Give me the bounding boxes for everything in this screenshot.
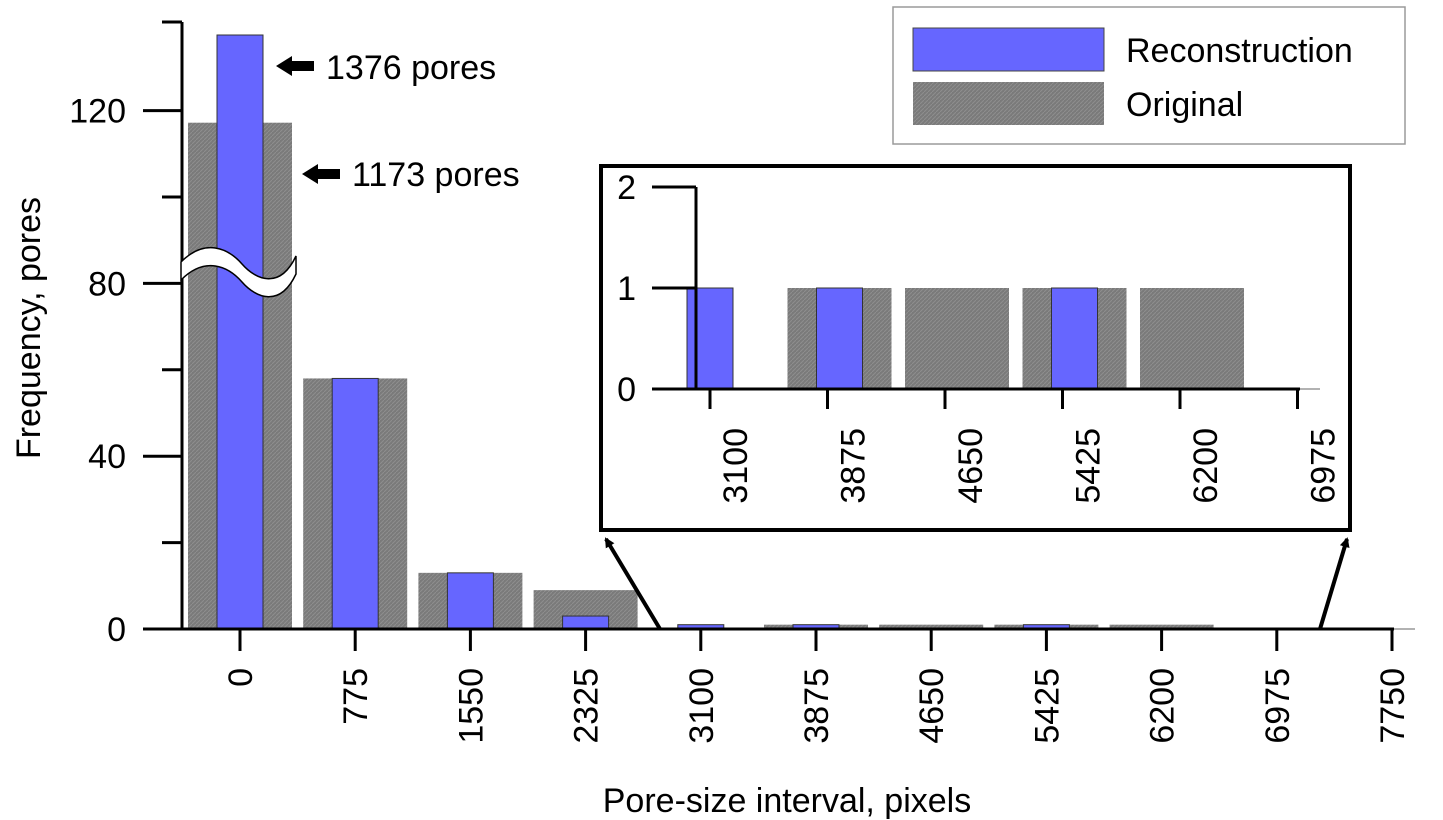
legend-swatch-reconstruction [912, 27, 1105, 72]
axis-break-wave [180, 246, 297, 298]
x-tick-label-1550: 1550 [452, 668, 490, 744]
inset-axes [652, 185, 1320, 409]
y-tick-label-40: 40 [88, 438, 126, 476]
y-tick-label-120: 120 [69, 93, 126, 131]
inset-chart: 0 1 2 3100 3875 4650 5425 6200 6975 [599, 164, 1352, 532]
bar-original-4650 [879, 624, 984, 629]
x-tick-label-5425: 5425 [1028, 668, 1066, 744]
inset-x-tick-label-6975: 6975 [1305, 428, 1343, 504]
x-tick-label-4650: 4650 [913, 668, 951, 744]
inset-bar-reconstruction-3100 [686, 287, 734, 390]
main-axes [143, 20, 1415, 651]
bar-reconstruction-0 [216, 34, 264, 630]
x-tick-label-3100: 3100 [683, 668, 721, 744]
x-axis-title: Pore-size interval, pixels [603, 782, 971, 820]
annotation-reconstruction: 1376 pores [276, 49, 496, 87]
inset-bar-original-4650 [905, 288, 1009, 389]
bar-reconstruction-775 [331, 377, 379, 630]
inset-bar-reconstruction-5425 [1051, 287, 1098, 390]
inset-bar-reconstruction-3875 [816, 287, 863, 390]
bar-reconstruction-2325 [562, 615, 610, 630]
inset-y-tick-label-2: 2 [617, 169, 636, 207]
inset-x-tick-label-3100: 3100 [717, 428, 755, 504]
x-tick-label-3875: 3875 [798, 668, 836, 744]
y-tick-label-80: 80 [88, 265, 126, 303]
annotation-original: 1173 pores [302, 156, 520, 194]
y-tick-label-0: 0 [107, 611, 126, 649]
inset-x-tick-label-3875: 3875 [835, 428, 873, 504]
inset-bars [686, 287, 1244, 390]
inset-x-tick-label-4650: 4650 [952, 428, 990, 504]
x-tick-label-6200: 6200 [1144, 668, 1182, 744]
y-axis-title: Frequency, pores [10, 197, 48, 459]
inset-x-tick-label-6200: 6200 [1187, 428, 1225, 504]
inset-bar-original-6200 [1140, 288, 1244, 389]
annotation-arrow-icon [276, 56, 314, 76]
inset-tick-labels: 0 1 2 3100 3875 4650 5425 6200 6975 [617, 169, 1342, 504]
inset-x-tick-label-5425: 5425 [1070, 428, 1108, 504]
x-tick-label-6975: 6975 [1259, 668, 1297, 744]
inset-y-tick-label-0: 0 [617, 371, 636, 409]
x-tick-label-775: 775 [337, 668, 375, 725]
inset-y-tick-label-1: 1 [617, 270, 636, 308]
annotation-arrow-icon [302, 164, 340, 184]
axis-break-mark [180, 246, 297, 298]
legend: Reconstruction Original [892, 6, 1406, 145]
zoom-arrow-right [1318, 537, 1350, 630]
x-tick-label-0: 0 [222, 668, 260, 687]
main-bars [188, 34, 1214, 630]
legend-label-original: Original [1126, 86, 1243, 124]
zoom-arrow-left [604, 537, 662, 631]
annotation-1173-label: 1173 pores [352, 156, 520, 194]
x-tick-label-2325: 2325 [568, 668, 606, 744]
bar-original-6200 [1109, 624, 1214, 629]
annotation-1376-label: 1376 pores [326, 49, 496, 87]
legend-label-reconstruction: Reconstruction [1126, 32, 1353, 70]
legend-swatch-original [913, 82, 1104, 125]
bar-reconstruction-1550 [446, 572, 494, 630]
x-tick-label-7750: 7750 [1374, 668, 1412, 744]
